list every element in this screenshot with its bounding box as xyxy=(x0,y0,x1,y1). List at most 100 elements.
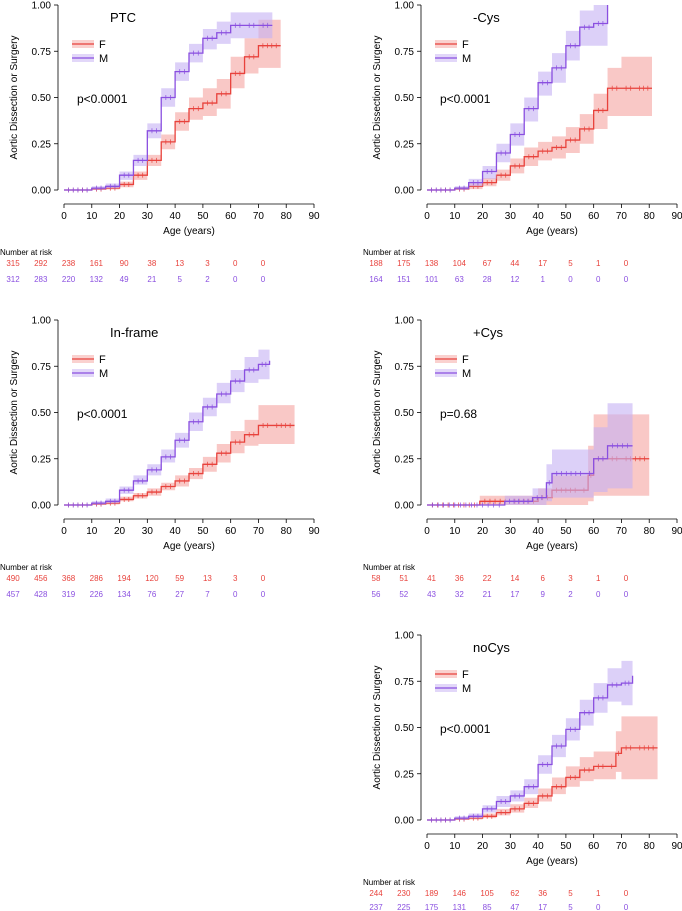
risk-table-header: Number at risk xyxy=(363,248,416,257)
x-tick-label: 40 xyxy=(533,526,545,537)
x-tick-label: 50 xyxy=(197,211,209,222)
risk-count-f: 105 xyxy=(480,889,494,898)
x-tick-label: 90 xyxy=(671,211,682,222)
x-tick-label: 0 xyxy=(61,211,67,222)
risk-count-f: 315 xyxy=(6,259,20,268)
km-panel-3: 0.000.250.500.751.000 10 20 30 40 50 60 70 80 90A… xyxy=(363,316,682,600)
x-tick-label: 70 xyxy=(616,526,628,537)
risk-count-m: 0 xyxy=(624,275,629,284)
risk-count-m: 76 xyxy=(147,590,156,599)
y-tick-label: 0.00 xyxy=(32,501,52,512)
x-tick-label: 10 xyxy=(449,841,461,852)
risk-count-m: 21 xyxy=(483,590,492,599)
x-tick-label: 60 xyxy=(225,211,237,222)
legend-label-f: F xyxy=(462,39,469,51)
p-value: p<0.0001 xyxy=(440,92,491,106)
x-tick-label: 90 xyxy=(671,841,682,852)
risk-count-m: 225 xyxy=(397,903,411,911)
risk-count-f: 17 xyxy=(538,259,547,268)
x-tick-label: 20 xyxy=(114,211,126,222)
km-panel-1: 0.000.250.500.751.000 10 20 30 40 50 60 70 80 90A… xyxy=(363,1,682,285)
x-tick-label: 30 xyxy=(142,211,154,222)
risk-count-m: 428 xyxy=(34,590,48,599)
risk-count-f: 292 xyxy=(34,259,48,268)
risk-count-m: 457 xyxy=(6,590,20,599)
panel-title: +Cys xyxy=(473,325,503,340)
risk-count-m: 9 xyxy=(540,590,545,599)
x-tick-label: 40 xyxy=(170,211,182,222)
x-tick-label: 50 xyxy=(560,526,572,537)
x-tick-label: 80 xyxy=(281,526,293,537)
y-tick-label: 0.50 xyxy=(32,93,52,104)
risk-count-f: 13 xyxy=(203,574,212,583)
risk-count-f: 490 xyxy=(6,574,20,583)
y-tick-label: 1.00 xyxy=(395,1,415,12)
x-tick-label: 80 xyxy=(281,211,293,222)
x-tick-label: 10 xyxy=(449,211,461,222)
y-tick-label: 1.00 xyxy=(395,316,415,327)
risk-count-m: 283 xyxy=(34,275,48,284)
y-tick-label: 0.00 xyxy=(395,501,415,512)
panel-title: PTC xyxy=(110,10,136,25)
x-tick-label: 70 xyxy=(253,211,265,222)
risk-table-header: Number at risk xyxy=(0,248,53,257)
risk-count-m: 134 xyxy=(117,590,131,599)
risk-count-m: 12 xyxy=(510,275,519,284)
p-value: p<0.0001 xyxy=(77,407,128,421)
risk-count-m: 132 xyxy=(90,275,104,284)
risk-count-m: 0 xyxy=(596,903,601,911)
risk-count-f: 0 xyxy=(624,889,629,898)
risk-count-f: 13 xyxy=(175,259,184,268)
y-tick-label: 0.75 xyxy=(32,362,52,373)
legend-label-f: F xyxy=(99,39,106,51)
risk-count-f: 58 xyxy=(372,574,381,583)
panel-title: In-frame xyxy=(110,325,158,340)
p-value: p<0.0001 xyxy=(440,722,491,736)
risk-count-m: 1 xyxy=(540,275,545,284)
risk-count-f: 41 xyxy=(427,574,436,583)
x-tick-label: 70 xyxy=(253,526,265,537)
risk-count-f: 5 xyxy=(568,259,573,268)
x-tick-label: 80 xyxy=(644,526,656,537)
y-tick-label: 0.25 xyxy=(32,454,52,465)
risk-count-f: 189 xyxy=(425,889,439,898)
risk-count-f: 0 xyxy=(261,259,266,268)
risk-count-m: 237 xyxy=(369,903,383,911)
survival-curve-m xyxy=(64,24,273,191)
x-axis-label: Age (years) xyxy=(526,226,578,237)
km-panel-2: 0.000.250.500.751.000 10 20 30 40 50 60 70 80 90A… xyxy=(0,316,320,600)
risk-count-m: 17 xyxy=(538,903,547,911)
x-tick-label: 30 xyxy=(505,526,517,537)
y-tick-label: 0.50 xyxy=(395,723,415,734)
y-tick-label: 1.00 xyxy=(32,1,52,12)
legend-label-m: M xyxy=(99,53,108,65)
x-tick-label: 30 xyxy=(505,841,517,852)
risk-count-m: 312 xyxy=(6,275,20,284)
risk-count-m: 47 xyxy=(510,903,519,911)
risk-table-header: Number at risk xyxy=(363,563,416,572)
risk-count-f: 1 xyxy=(596,259,601,268)
risk-count-m: 32 xyxy=(455,590,464,599)
y-axis-label: Aortic Dissection or Surgery xyxy=(372,36,383,160)
risk-count-f: 36 xyxy=(538,889,547,898)
risk-count-m: 21 xyxy=(147,275,156,284)
risk-count-f: 3 xyxy=(568,574,573,583)
risk-count-m: 5 xyxy=(568,903,573,911)
ci-band-m xyxy=(64,344,270,505)
legend-label-m: M xyxy=(462,368,471,380)
y-tick-label: 1.00 xyxy=(32,316,52,327)
x-tick-label: 80 xyxy=(644,211,656,222)
ci-band-m xyxy=(427,403,633,505)
x-tick-label: 60 xyxy=(588,841,600,852)
risk-count-m: 0 xyxy=(568,275,573,284)
panel-title: -Cys xyxy=(473,10,500,25)
y-tick-label: 0.00 xyxy=(395,816,415,827)
panel-title: noCys xyxy=(473,640,510,655)
y-axis-label: Aortic Dissection or Surgery xyxy=(9,351,20,475)
risk-count-f: 36 xyxy=(455,574,464,583)
risk-count-m: 0 xyxy=(596,590,601,599)
risk-count-f: 456 xyxy=(34,574,48,583)
risk-count-m: 131 xyxy=(453,903,467,911)
risk-table-header: Number at risk xyxy=(0,563,53,572)
y-tick-label: 0.25 xyxy=(395,139,415,150)
